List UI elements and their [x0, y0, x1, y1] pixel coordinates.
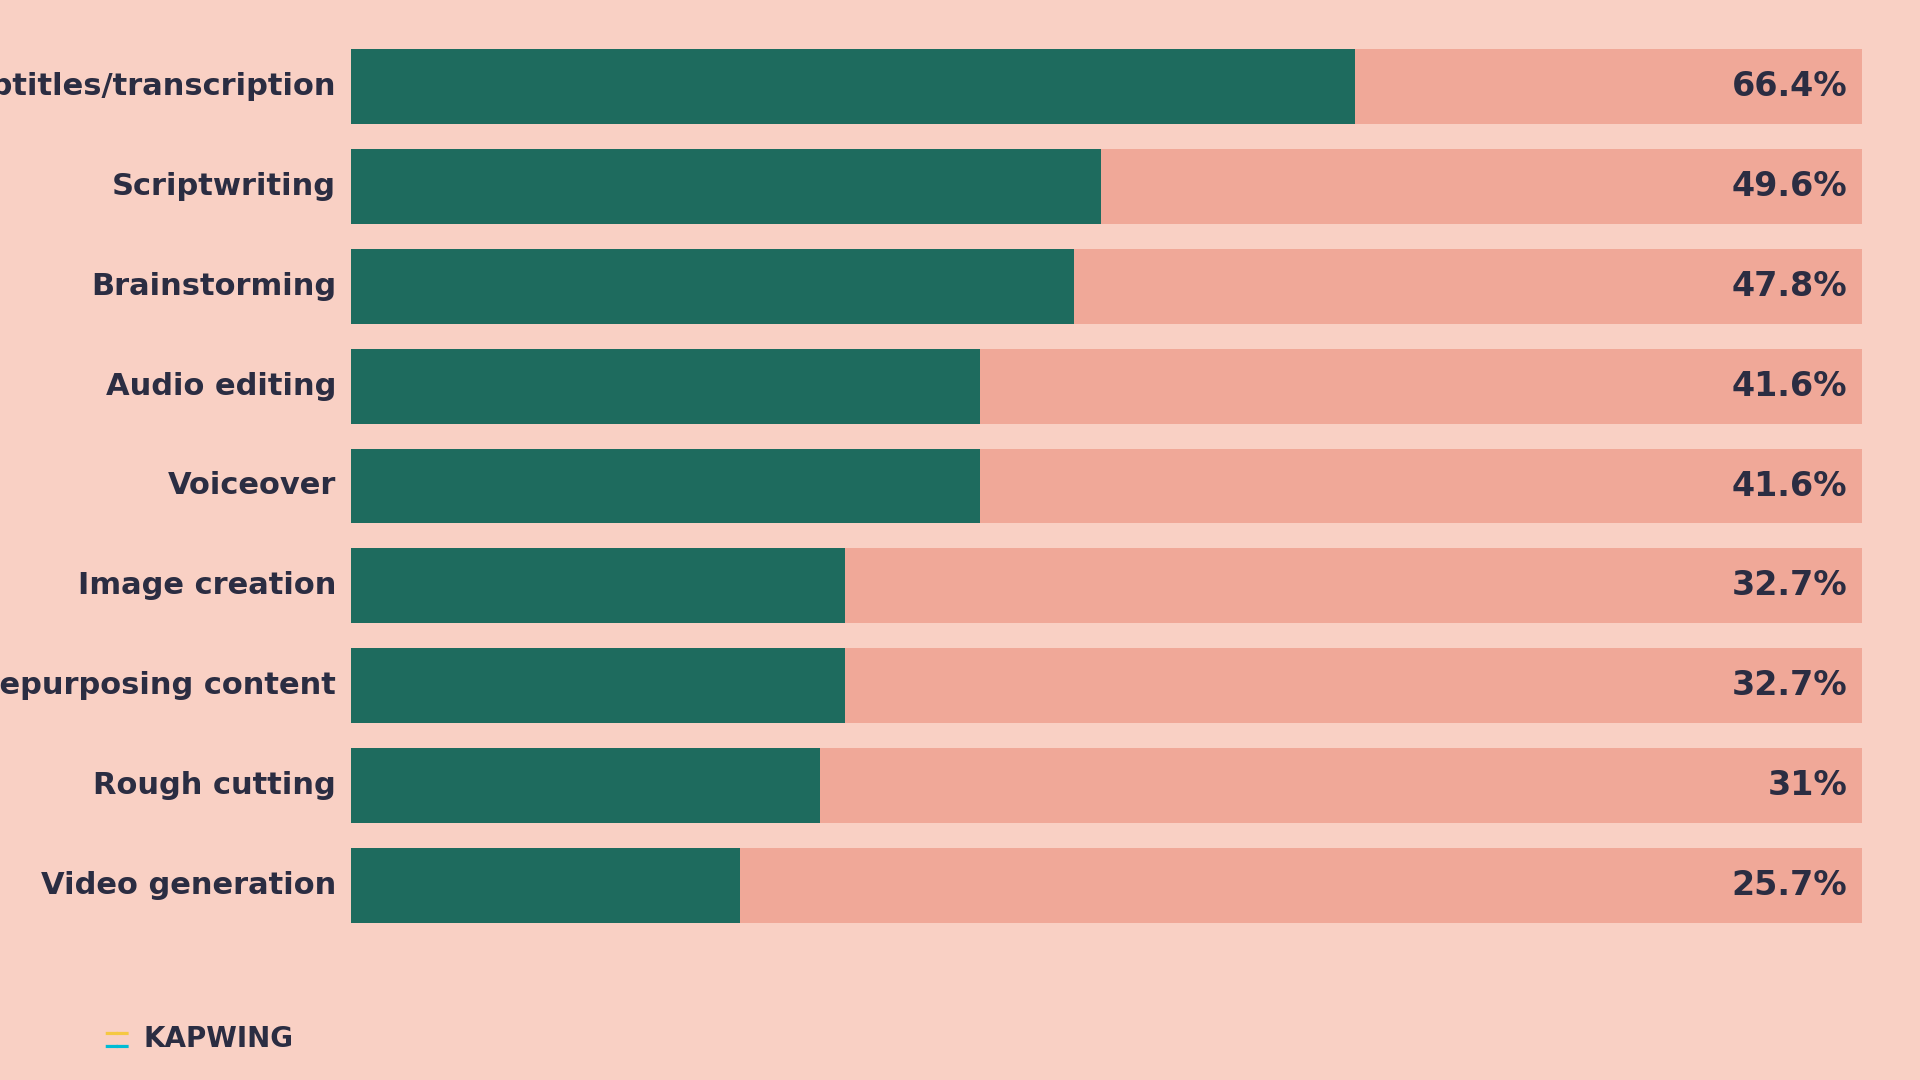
Text: 49.6%: 49.6% [1732, 170, 1847, 203]
Bar [351, 748, 1862, 823]
Bar [351, 149, 1100, 224]
Text: Subtitles/transcription: Subtitles/transcription [0, 72, 336, 102]
Text: Audio editing: Audio editing [106, 372, 336, 401]
Bar [351, 549, 845, 623]
Text: ━━: ━━ [106, 1038, 129, 1057]
Bar [351, 49, 1862, 124]
Text: Rough cutting: Rough cutting [94, 771, 336, 800]
Bar [351, 248, 1073, 324]
Bar [351, 448, 1862, 524]
Bar [351, 49, 1356, 124]
Bar [351, 848, 739, 923]
Text: 25.7%: 25.7% [1732, 869, 1847, 902]
Bar [351, 549, 1862, 623]
Bar [351, 648, 845, 724]
Bar [351, 448, 979, 524]
Text: ━━: ━━ [106, 1025, 129, 1044]
Bar [351, 248, 1862, 324]
Bar [351, 149, 1862, 224]
Text: 41.6%: 41.6% [1732, 369, 1847, 403]
Bar [351, 648, 1862, 724]
Text: 32.7%: 32.7% [1732, 569, 1847, 603]
Bar [351, 349, 1862, 423]
Bar [351, 748, 820, 823]
Text: 32.7%: 32.7% [1732, 670, 1847, 702]
Text: Brainstorming: Brainstorming [90, 272, 336, 300]
Text: 66.4%: 66.4% [1732, 70, 1847, 103]
Text: Voiceover: Voiceover [167, 472, 336, 500]
Text: 31%: 31% [1768, 769, 1847, 802]
Text: Video generation: Video generation [40, 870, 336, 900]
Text: Scriptwriting: Scriptwriting [111, 172, 336, 201]
Text: 47.8%: 47.8% [1732, 270, 1847, 302]
Bar [351, 848, 1862, 923]
Text: 41.6%: 41.6% [1732, 470, 1847, 502]
Text: Image creation: Image creation [77, 571, 336, 600]
Text: KAPWING: KAPWING [144, 1025, 294, 1053]
Text: Repurposing content: Repurposing content [0, 672, 336, 700]
Bar [351, 349, 979, 423]
